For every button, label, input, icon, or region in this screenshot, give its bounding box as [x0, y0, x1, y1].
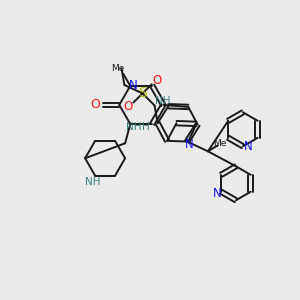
Text: NH: NH	[85, 177, 101, 187]
Text: N: N	[213, 187, 222, 200]
Text: S: S	[138, 86, 147, 100]
Text: N: N	[129, 80, 138, 92]
Text: H: H	[142, 122, 150, 132]
Text: Me: Me	[213, 139, 226, 148]
Text: NH: NH	[125, 122, 141, 132]
Text: NH: NH	[155, 96, 170, 106]
Text: O: O	[90, 98, 100, 111]
Text: Me: Me	[112, 64, 125, 73]
Text: N: N	[184, 139, 194, 152]
Text: N: N	[244, 140, 252, 153]
Text: O: O	[152, 74, 161, 87]
Text: O: O	[124, 100, 133, 113]
